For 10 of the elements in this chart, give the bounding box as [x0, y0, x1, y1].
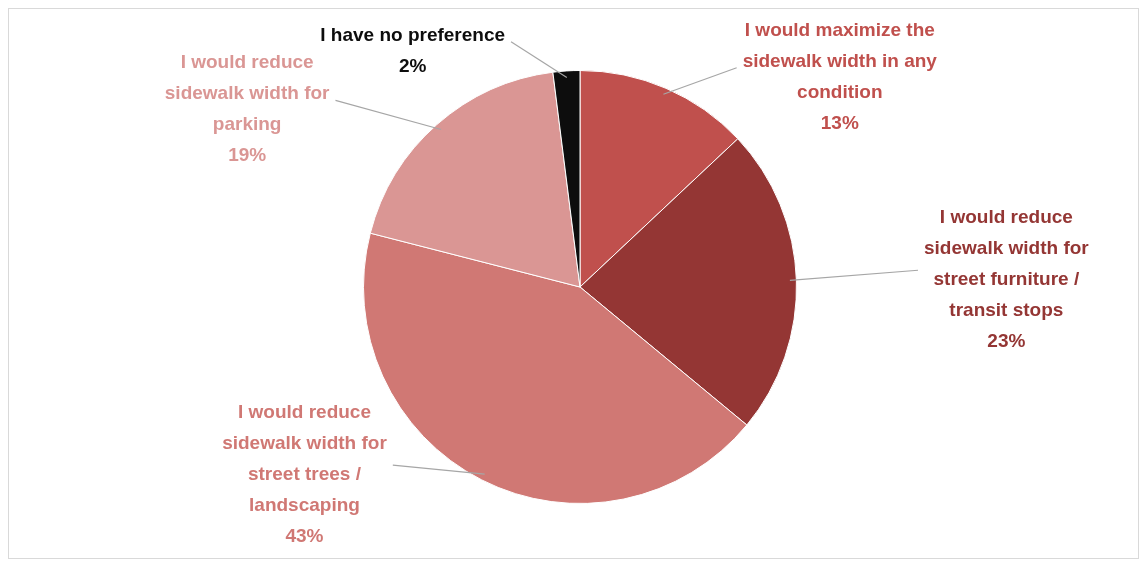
data-label: 2%: [398, 54, 427, 76]
data-label: 43%: [285, 524, 324, 546]
slice-label: I have no preference: [320, 23, 506, 45]
slice-label: I would reduce sidewalk width for street furniture / transit stops: [924, 205, 1090, 320]
slice-label: I would maximize the sidewalk width in any condition: [742, 18, 938, 102]
slice-label: I would reduce sidewalk width for street trees / landscaping: [222, 400, 388, 515]
data-label: 19%: [228, 144, 267, 166]
data-label: 23%: [987, 329, 1026, 351]
data-label: 13%: [820, 111, 859, 133]
slice-label: I would reduce sidewalk width for parking: [164, 51, 331, 135]
